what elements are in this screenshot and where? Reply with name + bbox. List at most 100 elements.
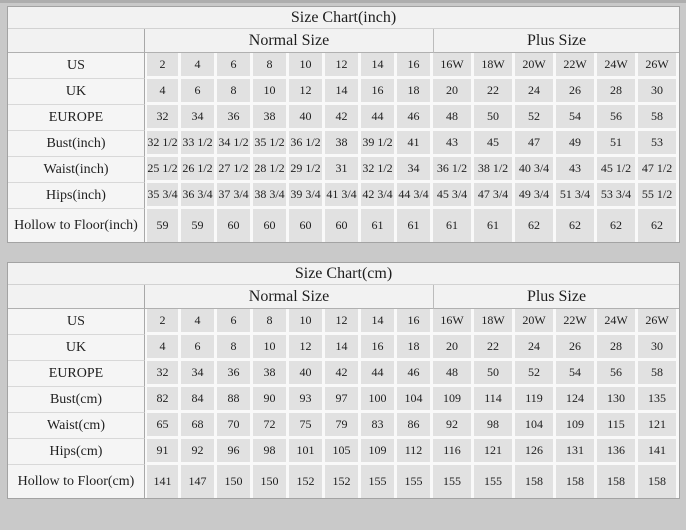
- size-value-cell: 4: [181, 53, 217, 79]
- size-value-cell: 84: [181, 387, 217, 413]
- size-value-cell: 20: [433, 79, 474, 105]
- size-value-cell: 39 3/4: [289, 183, 325, 209]
- size-value-cell: 36: [217, 361, 253, 387]
- size-value-cell: 12: [325, 309, 361, 335]
- table-row: Bust(cm) 82 84 88 90 93 97 100 104 109 114 119 124 13…: [8, 387, 680, 413]
- size-value-cell: 2: [145, 53, 181, 79]
- size-value-cell: 46: [397, 105, 433, 131]
- table-row: Hollow to Floor(cm) 141 147 150 150 152 152 155…: [8, 465, 680, 498]
- group-header-normal-size: Normal Size: [145, 285, 433, 309]
- size-value-cell: 14: [325, 79, 361, 105]
- size-value-cell: 68: [181, 413, 217, 439]
- row-label: UK: [8, 79, 145, 105]
- size-value-cell: 26: [556, 335, 597, 361]
- size-value-cell: 51: [597, 131, 638, 157]
- size-value-cell: 96: [217, 439, 253, 465]
- size-value-cell: 150: [253, 465, 289, 498]
- size-value-cell: 16: [397, 309, 433, 335]
- size-value-cell: 54: [556, 105, 597, 131]
- size-value-cell: 147: [181, 465, 217, 498]
- size-value-cell: 25 1/2: [145, 157, 181, 183]
- size-value-cell: 61: [433, 209, 474, 242]
- size-value-cell: 32 1/2: [145, 131, 181, 157]
- size-value-cell: 109: [556, 413, 597, 439]
- size-value-cell: 18: [397, 335, 433, 361]
- row-label: US: [8, 53, 145, 79]
- size-value-cell: 2: [145, 309, 181, 335]
- size-value-cell: 101: [289, 439, 325, 465]
- size-value-cell: 38: [253, 105, 289, 131]
- size-value-cell: 29 1/2: [289, 157, 325, 183]
- size-value-cell: 8: [217, 335, 253, 361]
- size-value-cell: 12: [289, 335, 325, 361]
- size-value-cell: 32: [145, 105, 181, 131]
- size-value-cell: 18W: [474, 309, 515, 335]
- size-value-cell: 10: [289, 309, 325, 335]
- size-value-cell: 90: [253, 387, 289, 413]
- size-value-cell: 4: [145, 79, 181, 105]
- size-value-cell: 30: [638, 79, 680, 105]
- size-value-cell: 141: [145, 465, 181, 498]
- table-row: US 2 4 6 8 10 12 14 16 16W 18W 20W 22W 24W 26W: [8, 309, 680, 335]
- size-value-cell: 10: [253, 79, 289, 105]
- size-value-cell: 155: [474, 465, 515, 498]
- size-value-cell: 59: [181, 209, 217, 242]
- size-value-cell: 56: [597, 361, 638, 387]
- size-value-cell: 30: [638, 335, 680, 361]
- size-value-cell: 41 3/4: [325, 183, 361, 209]
- table-title: Size Chart(inch): [8, 7, 680, 29]
- row-label: Hollow to Floor(inch): [8, 209, 145, 242]
- size-value-cell: 56: [597, 105, 638, 131]
- size-value-cell: 88: [217, 387, 253, 413]
- row-label: Hips(inch): [8, 183, 145, 209]
- size-value-cell: 44: [361, 105, 397, 131]
- size-value-cell: 47 1/2: [638, 157, 680, 183]
- size-value-cell: 155: [397, 465, 433, 498]
- size-value-cell: 10: [289, 53, 325, 79]
- size-value-cell: 46: [397, 361, 433, 387]
- row-label: Bust(inch): [8, 131, 145, 157]
- row-label: US: [8, 309, 145, 335]
- size-value-cell: 16: [397, 53, 433, 79]
- size-value-cell: 24W: [597, 309, 638, 335]
- table-row: Waist(cm) 65 68 70 72 75 79 83 86 92 98 104 109 115 12…: [8, 413, 680, 439]
- table-row: UK 4 6 8 10 12 14 16 18 20 22 24 26 28 30: [8, 335, 680, 361]
- size-value-cell: 62: [556, 209, 597, 242]
- size-value-cell: 60: [253, 209, 289, 242]
- size-value-cell: 24: [515, 79, 556, 105]
- size-value-cell: 49: [556, 131, 597, 157]
- table-row: Bust(inch) 32 1/2 33 1/2 34 1/2 35 1/2 36 1/2…: [8, 131, 680, 157]
- group-header-row: Normal Size Plus Size: [8, 285, 680, 309]
- size-value-cell: 150: [217, 465, 253, 498]
- size-value-cell: 60: [217, 209, 253, 242]
- size-value-cell: 35 1/2: [253, 131, 289, 157]
- size-value-cell: 135: [638, 387, 680, 413]
- size-value-cell: 92: [181, 439, 217, 465]
- size-value-cell: 45: [474, 131, 515, 157]
- size-value-cell: 20W: [515, 53, 556, 79]
- size-value-cell: 60: [325, 209, 361, 242]
- size-value-cell: 8: [217, 79, 253, 105]
- size-value-cell: 38: [253, 361, 289, 387]
- size-chart-inch-table: Size Chart(inch) Normal Size Plus Size U…: [7, 6, 681, 243]
- size-value-cell: 72: [253, 413, 289, 439]
- size-value-cell: 36 1/2: [289, 131, 325, 157]
- size-value-cell: 55 1/2: [638, 183, 680, 209]
- size-value-cell: 48: [433, 361, 474, 387]
- size-value-cell: 54: [556, 361, 597, 387]
- row-label: Hollow to Floor(cm): [8, 465, 145, 498]
- size-value-cell: 86: [397, 413, 433, 439]
- size-value-cell: 36 1/2: [433, 157, 474, 183]
- size-value-cell: 83: [361, 413, 397, 439]
- size-value-cell: 97: [325, 387, 361, 413]
- size-value-cell: 10: [253, 335, 289, 361]
- size-value-cell: 28 1/2: [253, 157, 289, 183]
- size-value-cell: 48: [433, 105, 474, 131]
- size-value-cell: 158: [556, 465, 597, 498]
- row-label: UK: [8, 335, 145, 361]
- size-value-cell: 115: [597, 413, 638, 439]
- size-value-cell: 52: [515, 361, 556, 387]
- inch-table-body: US 2 4 6 8 10 12 14 16 16W 18W 20W 22W 24W 26W UK 4 6 8 10 1…: [8, 53, 680, 242]
- size-value-cell: 36: [217, 105, 253, 131]
